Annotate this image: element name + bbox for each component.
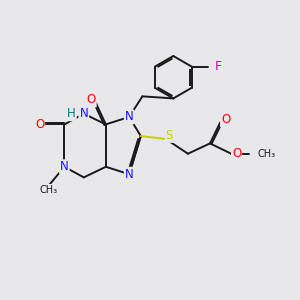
Text: CH₃: CH₃	[257, 149, 275, 159]
Text: O: O	[221, 113, 230, 126]
Text: O: O	[232, 147, 241, 160]
Text: N: N	[80, 107, 88, 120]
Text: O: O	[35, 118, 44, 131]
Text: N: N	[60, 160, 69, 173]
Text: S: S	[166, 129, 173, 142]
Text: O: O	[86, 93, 96, 106]
Text: F: F	[214, 60, 221, 73]
Text: N: N	[125, 110, 134, 124]
Text: N: N	[125, 168, 134, 181]
Text: CH₃: CH₃	[39, 185, 57, 195]
Text: H: H	[67, 107, 76, 120]
